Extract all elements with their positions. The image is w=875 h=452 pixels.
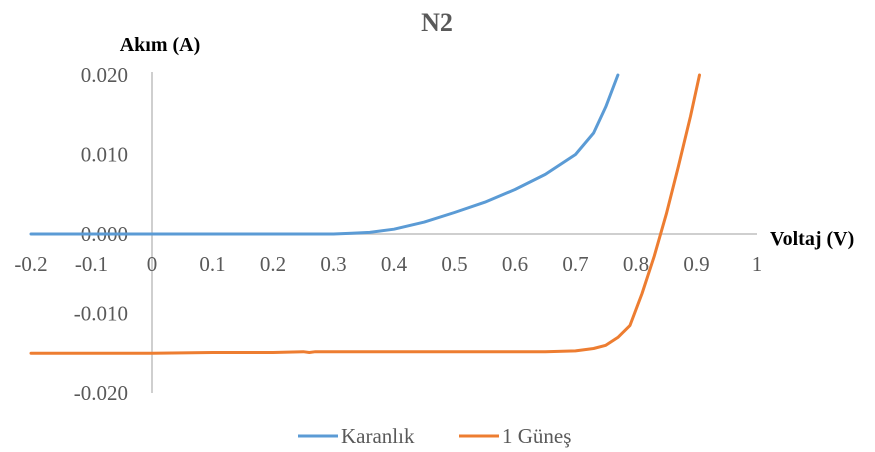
x-tick-label: 0.7 (562, 252, 588, 276)
x-tick-label: 0.4 (381, 252, 408, 276)
x-tick-label: 0.8 (623, 252, 649, 276)
x-tick-label: 0.9 (683, 252, 709, 276)
y-tick-label: 0.010 (81, 143, 128, 167)
x-tick-labels: -0.2 -0.1 0 0.1 0.2 0.3 0.4 0.5 0.6 0.7 0.8 0.9 1 (14, 252, 762, 276)
series-lines (29, 73, 701, 355)
x-tick-label: -0.2 (14, 252, 47, 276)
x-axis-title: Voltaj (V) (770, 228, 854, 250)
x-tick-label: 0.6 (502, 252, 528, 276)
y-tick-label: 0.020 (81, 63, 128, 87)
x-tick-label: 0 (147, 252, 158, 276)
y-axis-title: Akım (A) (120, 34, 201, 56)
legend-label: 1 Güneş (502, 424, 571, 448)
legend-label: Karanlık (341, 424, 415, 448)
series-line-gunes (29, 73, 701, 355)
legend: Karanlık 1 Güneş (298, 424, 571, 448)
series-line-karanlik (29, 73, 620, 236)
x-tick-label: 0.1 (199, 252, 225, 276)
x-tick-label: 0.2 (260, 252, 286, 276)
chart-title: N2 (421, 8, 453, 37)
y-tick-label: -0.010 (74, 302, 128, 326)
x-tick-label: 0.5 (441, 252, 467, 276)
x-tick-label: -0.1 (75, 252, 108, 276)
x-tick-label: 1 (752, 252, 763, 276)
x-tick-label: 0.3 (320, 252, 346, 276)
y-tick-label: -0.020 (74, 381, 128, 405)
